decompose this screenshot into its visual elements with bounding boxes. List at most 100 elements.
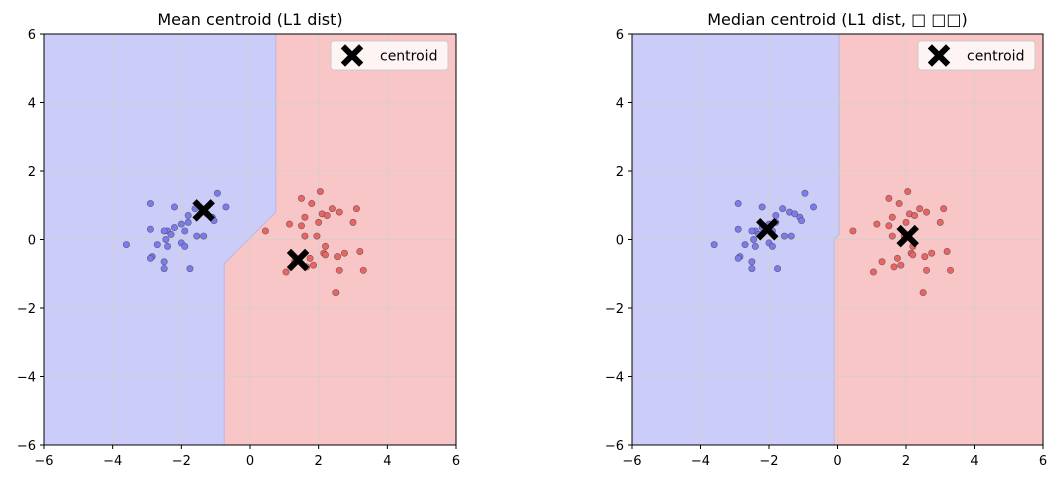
class1-point xyxy=(308,200,316,208)
class0-point xyxy=(153,241,161,249)
legend: centroid xyxy=(330,40,449,71)
class0-point xyxy=(780,232,788,240)
class1-point xyxy=(335,266,343,274)
class0-point xyxy=(779,205,787,213)
class1-point xyxy=(297,194,305,202)
chart-title: Median centroid (L1 dist, □ □□) xyxy=(707,10,968,29)
class1-point xyxy=(902,218,910,226)
plot-area xyxy=(44,34,456,445)
chart-title: Mean centroid (L1 dist) xyxy=(157,10,342,29)
x-tick-label: 6 xyxy=(1039,454,1047,469)
class0-point xyxy=(787,232,795,240)
class1-point xyxy=(909,251,917,259)
centroid-marker xyxy=(192,199,215,222)
class1-point xyxy=(323,212,331,220)
class1-point xyxy=(301,213,309,221)
class1-point xyxy=(301,232,309,240)
legend: centroid xyxy=(917,40,1036,71)
class1-point xyxy=(904,188,912,196)
x-tick-label: 6 xyxy=(452,454,460,469)
class1-point xyxy=(349,218,357,226)
class0-point xyxy=(146,254,154,262)
mean-centroid-panel: −6 −4 −2 0 2 4 6 −6 −4 −2 0 2 4 6 Mean centroid (L1 di… xyxy=(17,10,460,469)
class0-point xyxy=(741,241,749,249)
x-tick-label: 2 xyxy=(315,454,323,469)
class1-point xyxy=(947,266,955,274)
class0-point xyxy=(122,241,130,249)
class0-point xyxy=(774,265,782,273)
legend-label: centroid xyxy=(967,49,1024,65)
y-tick-label: −6 xyxy=(605,439,624,454)
class0-point xyxy=(200,232,208,240)
class1-point xyxy=(285,220,293,228)
median-centroid-panel: −6 −4 −2 0 2 4 6 −6 −4 −2 0 2 4 6 Median centroid (L1 … xyxy=(605,10,1047,469)
x-tick-label: 2 xyxy=(902,454,910,469)
class1-point xyxy=(322,251,330,259)
class0-point xyxy=(734,254,742,262)
class1-point xyxy=(313,232,321,240)
y-tick-label: −2 xyxy=(605,302,624,317)
class1-point xyxy=(340,249,348,257)
class0-point xyxy=(750,236,758,244)
legend-centroid-marker xyxy=(927,44,951,67)
class1-point xyxy=(282,268,290,276)
x-tick-label: −2 xyxy=(759,454,778,469)
class1-point xyxy=(916,205,924,213)
y-tick-label: 2 xyxy=(28,165,36,180)
class1-point xyxy=(332,289,340,297)
centroid-marker xyxy=(756,217,779,241)
centroid-marker xyxy=(286,248,310,272)
class0-point xyxy=(768,242,776,250)
y-tick-label: 4 xyxy=(28,97,36,112)
class0-point xyxy=(160,265,168,273)
class0-point xyxy=(162,236,170,244)
y-tick-label: −4 xyxy=(17,371,36,386)
x-tick-label: −4 xyxy=(691,454,710,469)
class1-point xyxy=(869,268,877,276)
class0-point xyxy=(177,220,185,228)
y-tick-label: 0 xyxy=(28,234,36,249)
x-tick-label: −2 xyxy=(172,454,191,469)
class0-point xyxy=(146,225,154,233)
class0-point xyxy=(710,241,718,249)
class0-point xyxy=(146,200,154,208)
class0-point xyxy=(213,189,221,197)
y-tick-label: 4 xyxy=(616,97,624,112)
class1-point xyxy=(849,227,857,235)
plot-area xyxy=(632,34,1043,445)
class0-point xyxy=(160,227,168,235)
class1-point xyxy=(943,247,951,255)
class1-point xyxy=(897,261,905,269)
class1-point xyxy=(322,242,330,250)
class1-point xyxy=(919,289,927,297)
class0-point xyxy=(810,203,818,211)
class1-point xyxy=(878,258,886,266)
y-tick-label: −2 xyxy=(17,302,36,317)
class1-point xyxy=(315,218,323,226)
class0-point xyxy=(758,203,766,211)
class0-point xyxy=(751,242,759,250)
class1-point xyxy=(888,232,896,240)
class1-point xyxy=(885,194,893,202)
class1-point xyxy=(873,220,881,228)
x-tick-label: 0 xyxy=(246,454,254,469)
class0-point xyxy=(181,227,189,235)
class1-point xyxy=(306,254,314,262)
class0-point xyxy=(186,265,194,273)
class0-point xyxy=(801,189,809,197)
class1-point xyxy=(936,218,944,226)
class1-point xyxy=(940,205,948,213)
class0-point xyxy=(222,203,230,211)
class0-point xyxy=(734,200,742,208)
class0-point xyxy=(772,212,780,220)
x-tick-label: −6 xyxy=(622,454,641,469)
class0-point xyxy=(748,227,756,235)
class1-point xyxy=(352,205,360,213)
x-tick-label: 4 xyxy=(383,454,391,469)
class0-point xyxy=(748,265,756,273)
class0-point xyxy=(734,225,742,233)
class1-point xyxy=(893,254,901,262)
class1-point xyxy=(890,263,898,271)
x-tick-label: −6 xyxy=(34,454,53,469)
